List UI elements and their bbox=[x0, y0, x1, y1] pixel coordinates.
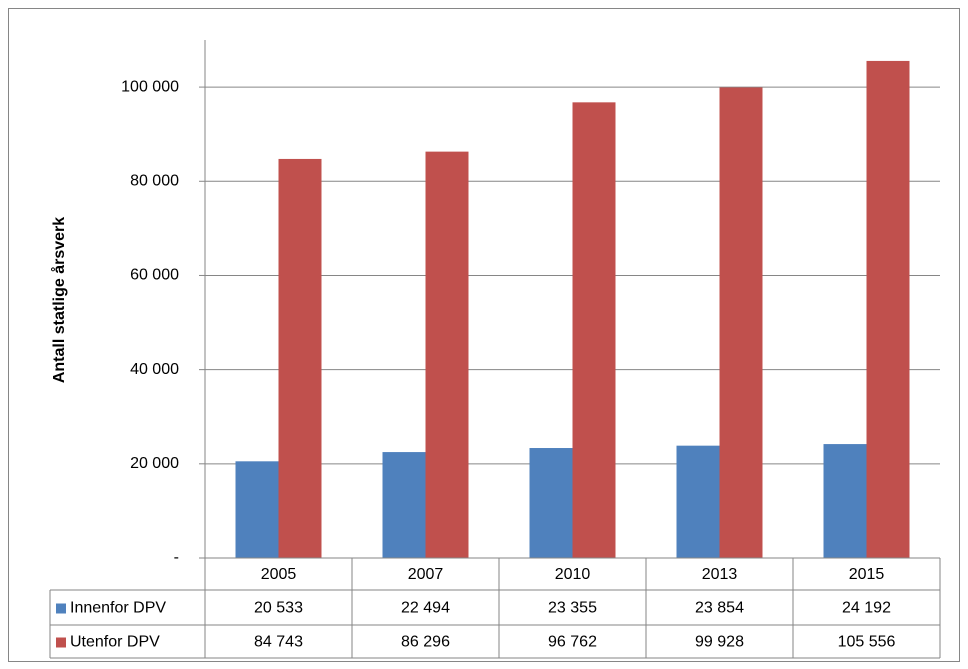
table-value: 24 192 bbox=[842, 600, 891, 617]
table-value: 22 494 bbox=[401, 600, 450, 617]
table-value: 23 355 bbox=[548, 600, 597, 617]
legend-swatch bbox=[56, 637, 66, 648]
table-value: 105 556 bbox=[838, 634, 896, 651]
bar bbox=[235, 461, 279, 558]
table-value: 20 533 bbox=[254, 600, 303, 617]
y-tick-label: - bbox=[174, 549, 179, 566]
table-value: 86 296 bbox=[401, 634, 450, 651]
y-tick-label: 60 000 bbox=[130, 267, 179, 284]
legend-label: Utenfor DPV bbox=[70, 634, 160, 651]
bar bbox=[572, 102, 616, 559]
x-tick-label: 2015 bbox=[849, 566, 885, 583]
bar bbox=[425, 151, 469, 558]
y-axis-label: Antall statlige årsverk bbox=[50, 217, 68, 383]
bar bbox=[676, 445, 720, 558]
chart-border bbox=[8, 8, 960, 662]
legend-label: Innenfor DPV bbox=[70, 600, 166, 617]
x-tick-label: 2005 bbox=[261, 566, 297, 583]
bar bbox=[278, 158, 322, 559]
y-tick-label: 20 000 bbox=[130, 455, 179, 472]
x-tick-label: 2007 bbox=[408, 566, 444, 583]
bar bbox=[529, 448, 573, 558]
y-tick-label: 80 000 bbox=[130, 172, 179, 189]
table-value: 84 743 bbox=[254, 634, 303, 651]
x-tick-label: 2013 bbox=[702, 566, 738, 583]
table-value: 99 928 bbox=[695, 634, 744, 651]
table-value: 96 762 bbox=[548, 634, 597, 651]
bar bbox=[823, 444, 867, 558]
y-tick-label: 100 000 bbox=[121, 78, 179, 95]
bar bbox=[866, 60, 910, 559]
y-tick-label: 40 000 bbox=[130, 361, 179, 378]
table-value: 23 854 bbox=[695, 600, 744, 617]
legend-swatch bbox=[56, 603, 66, 614]
bar bbox=[382, 452, 426, 558]
x-tick-label: 2010 bbox=[555, 566, 591, 583]
bar bbox=[719, 87, 763, 558]
